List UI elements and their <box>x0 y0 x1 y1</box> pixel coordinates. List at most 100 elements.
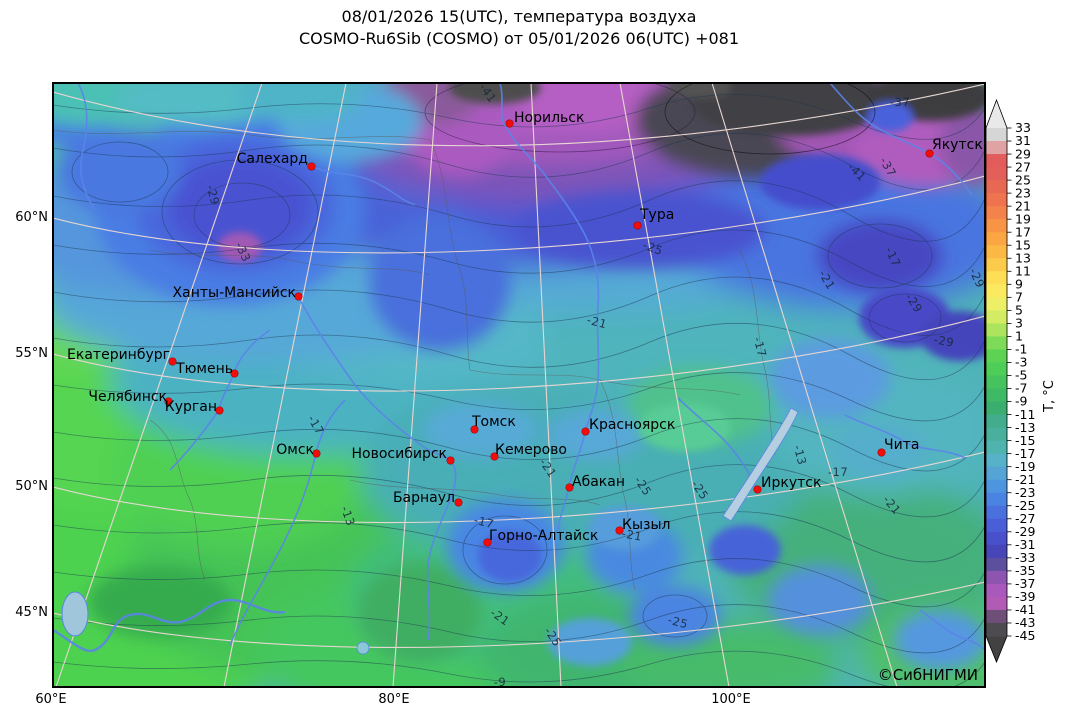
colorbar-tick-label: -7 <box>1015 381 1027 396</box>
temperature-map: Норильск Якутск Салехард Тура Ханты-Мансийск… <box>52 81 988 689</box>
title-line2: COSMO-Ru6Sib (COSMO) от 05/01/2026 06(UT… <box>298 29 740 48</box>
colorbar-tick-label: 3 <box>1015 316 1023 331</box>
city-dot <box>490 452 498 460</box>
city-dot <box>470 425 478 433</box>
colorbar-tick-label: -27 <box>1015 511 1035 526</box>
colorbar-band <box>986 310 1007 324</box>
city-label: Томск <box>472 414 516 430</box>
colorbar-tick-label: -1 <box>1015 342 1027 357</box>
colorbar-band <box>986 323 1007 338</box>
x-axis-label: 100°E <box>711 692 751 707</box>
contour-lines <box>53 83 985 687</box>
colorbar-band <box>986 505 1007 520</box>
colorbar-tick-label: -13 <box>1015 420 1035 435</box>
colorbar-tick-label: 29 <box>1015 146 1031 161</box>
contour-label: -17 <box>827 465 849 479</box>
colorbar-band <box>986 284 1007 298</box>
colorbar-band <box>986 531 1007 546</box>
colorbar-extend-low <box>986 636 1007 662</box>
colorbar-tick-label: -25 <box>1015 498 1035 513</box>
city-dot <box>164 397 172 405</box>
colorbar-band <box>986 596 1007 611</box>
city-label: Кызыл <box>622 517 671 533</box>
colorbar-tick-label: 5 <box>1015 303 1023 318</box>
colorbar-tick-label: 31 <box>1015 133 1031 148</box>
colorbar-band <box>986 492 1007 507</box>
colorbar-band <box>986 583 1007 598</box>
map-canvas <box>53 83 985 687</box>
city-dot <box>581 427 589 435</box>
colorbar-band <box>986 232 1007 246</box>
colorbar-band <box>986 167 1007 181</box>
colorbar-band <box>986 401 1007 416</box>
colorbar-band <box>986 479 1007 494</box>
lakes <box>61 407 799 655</box>
colorbar-band <box>986 349 1007 364</box>
contour-label: -37 <box>889 95 911 109</box>
colorbar-tick-label: -45 <box>1015 628 1035 643</box>
city-label: Ханты-Мансийск <box>172 285 296 301</box>
colorbar-tick-label: -21 <box>1015 472 1035 487</box>
city-label: Иркутск <box>761 475 822 491</box>
colorbar-band <box>986 453 1007 468</box>
city-dot <box>294 292 302 300</box>
city-dot <box>615 526 623 534</box>
city-dot <box>307 162 315 170</box>
rivers <box>53 83 985 653</box>
colorbar-band <box>986 141 1007 155</box>
city-dot <box>565 483 573 491</box>
city-label: Салехард <box>236 151 308 167</box>
city-dot <box>753 485 761 493</box>
colorbar-tick-label: -5 <box>1015 368 1027 383</box>
city-label: Чита <box>884 437 920 453</box>
colorbar-band <box>986 336 1007 351</box>
colorbar-band <box>986 206 1007 220</box>
colorbar-tick-label: -43 <box>1015 615 1035 630</box>
colorbar-tick-label: 7 <box>1015 290 1023 305</box>
colorbar-tick-label: 21 <box>1015 198 1031 213</box>
colorbar-tick-label: -23 <box>1015 485 1035 500</box>
colorbar-band <box>986 427 1007 442</box>
colorbar-tick-label: 25 <box>1015 172 1031 187</box>
colorbar-tick-label: 1 <box>1015 329 1023 344</box>
city-dot <box>446 456 454 464</box>
city-label: Тюмень <box>176 361 233 377</box>
title-line1: 08/01/2026 15(UTC), температура воздуха <box>341 7 697 26</box>
colorbar-band <box>986 258 1007 272</box>
city-dot <box>877 448 885 456</box>
city-dot <box>483 538 491 546</box>
city-label: Тура <box>640 207 675 223</box>
colorbar-tick-label: -41 <box>1015 602 1035 617</box>
city-dot <box>230 369 238 377</box>
colorbar-tick-label: -11 <box>1015 407 1035 422</box>
colorbar-title: T, °C <box>1042 380 1057 412</box>
city-dot <box>633 221 641 229</box>
colorbar-tick-label: -39 <box>1015 589 1035 604</box>
admin-borders <box>53 129 776 591</box>
city-dot <box>454 498 462 506</box>
colorbar-band <box>986 622 1007 637</box>
city-label: Новосибирск <box>351 446 447 462</box>
colorbar-tick-label: -15 <box>1015 433 1035 448</box>
colorbar-tick-label: 23 <box>1015 185 1031 200</box>
temperature-field-cores <box>218 83 985 666</box>
colorbar-tick-label: -9 <box>1015 394 1028 409</box>
colorbar-tick-label: -31 <box>1015 537 1035 552</box>
colorbar-band <box>986 219 1007 233</box>
city-dot <box>215 406 223 414</box>
city-label: Екатеринбург <box>67 347 170 363</box>
colorbar-band <box>986 557 1007 572</box>
lake-baikal <box>722 407 799 522</box>
colorbar-tick-label: -19 <box>1015 459 1035 474</box>
colorbar-tick-label: 9 <box>1015 277 1023 292</box>
map-frame <box>53 83 985 687</box>
city-dot <box>925 149 933 157</box>
colorbar-tick-label: 15 <box>1015 237 1031 252</box>
colorbar-tick-label: -3 <box>1015 355 1027 370</box>
y-axis-label: 45°N <box>15 605 48 620</box>
colorbar-band <box>986 193 1007 207</box>
graticule <box>53 83 985 687</box>
x-axis-label: 80°E <box>378 692 410 707</box>
colorbar-band <box>986 466 1007 481</box>
contour-label: -9 <box>493 675 507 689</box>
